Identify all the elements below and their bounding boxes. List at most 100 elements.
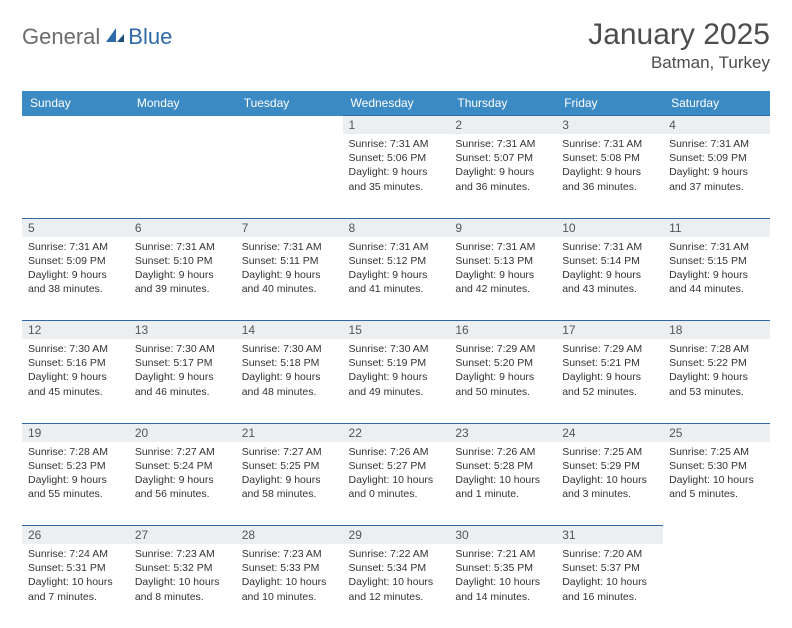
sunrise-text: Sunrise: 7:29 AM (562, 342, 657, 356)
daylight-text: Daylight: 10 hours and 14 minutes. (455, 575, 550, 603)
daylight-text: Daylight: 9 hours and 37 minutes. (669, 165, 764, 193)
day-content: Sunrise: 7:26 AMSunset: 5:27 PMDaylight:… (343, 442, 450, 526)
daylight-text: Daylight: 9 hours and 48 minutes. (242, 370, 337, 398)
daylight-text: Daylight: 9 hours and 58 minutes. (242, 473, 337, 501)
day-content: Sunrise: 7:29 AMSunset: 5:20 PMDaylight:… (449, 339, 556, 423)
day-number: 1 (343, 116, 450, 135)
sunset-text: Sunset: 5:37 PM (562, 561, 657, 575)
daylight-text: Daylight: 9 hours and 49 minutes. (349, 370, 444, 398)
day-number-row: 19202122232425 (22, 423, 770, 442)
day-number: 14 (236, 321, 343, 340)
day-number: 24 (556, 423, 663, 442)
day-number: 11 (663, 218, 770, 237)
sunset-text: Sunset: 5:32 PM (135, 561, 230, 575)
day-content: Sunrise: 7:22 AMSunset: 5:34 PMDaylight:… (343, 544, 450, 628)
logo: General Blue (22, 24, 172, 50)
weekday-header-row: Sunday Monday Tuesday Wednesday Thursday… (22, 91, 770, 116)
daylight-text: Daylight: 9 hours and 43 minutes. (562, 268, 657, 296)
sail-icon (104, 26, 126, 49)
sunset-text: Sunset: 5:06 PM (349, 151, 444, 165)
sunset-text: Sunset: 5:35 PM (455, 561, 550, 575)
sunset-text: Sunset: 5:21 PM (562, 356, 657, 370)
daylight-text: Daylight: 10 hours and 5 minutes. (669, 473, 764, 501)
sunrise-text: Sunrise: 7:31 AM (28, 240, 123, 254)
day-number-row: 1234 (22, 116, 770, 135)
daylight-text: Daylight: 9 hours and 46 minutes. (135, 370, 230, 398)
daylight-text: Daylight: 10 hours and 12 minutes. (349, 575, 444, 603)
sunrise-text: Sunrise: 7:26 AM (349, 445, 444, 459)
sunrise-text: Sunrise: 7:20 AM (562, 547, 657, 561)
sunrise-text: Sunrise: 7:31 AM (349, 137, 444, 151)
sunrise-text: Sunrise: 7:31 AM (455, 240, 550, 254)
daylight-text: Daylight: 9 hours and 36 minutes. (455, 165, 550, 193)
day-number: 25 (663, 423, 770, 442)
day-number: 27 (129, 526, 236, 545)
day-content: Sunrise: 7:30 AMSunset: 5:19 PMDaylight:… (343, 339, 450, 423)
daylight-text: Daylight: 9 hours and 53 minutes. (669, 370, 764, 398)
weekday-header: Saturday (663, 91, 770, 116)
day-number: 30 (449, 526, 556, 545)
location: Batman, Turkey (588, 53, 770, 73)
day-number: 21 (236, 423, 343, 442)
sunset-text: Sunset: 5:14 PM (562, 254, 657, 268)
day-content (663, 544, 770, 628)
day-content: Sunrise: 7:31 AMSunset: 5:07 PMDaylight:… (449, 134, 556, 218)
day-content (129, 134, 236, 218)
sunrise-text: Sunrise: 7:31 AM (349, 240, 444, 254)
day-content: Sunrise: 7:27 AMSunset: 5:24 PMDaylight:… (129, 442, 236, 526)
header: General Blue January 2025 Batman, Turkey (22, 18, 770, 73)
daylight-text: Daylight: 10 hours and 0 minutes. (349, 473, 444, 501)
sunset-text: Sunset: 5:20 PM (455, 356, 550, 370)
sunrise-text: Sunrise: 7:31 AM (135, 240, 230, 254)
day-number: 4 (663, 116, 770, 135)
day-content: Sunrise: 7:25 AMSunset: 5:30 PMDaylight:… (663, 442, 770, 526)
day-content: Sunrise: 7:30 AMSunset: 5:18 PMDaylight:… (236, 339, 343, 423)
day-number (236, 116, 343, 135)
day-content: Sunrise: 7:24 AMSunset: 5:31 PMDaylight:… (22, 544, 129, 628)
sunrise-text: Sunrise: 7:24 AM (28, 547, 123, 561)
day-content: Sunrise: 7:21 AMSunset: 5:35 PMDaylight:… (449, 544, 556, 628)
day-number: 18 (663, 321, 770, 340)
sunrise-text: Sunrise: 7:28 AM (669, 342, 764, 356)
sunrise-text: Sunrise: 7:25 AM (562, 445, 657, 459)
sunset-text: Sunset: 5:18 PM (242, 356, 337, 370)
daylight-text: Daylight: 9 hours and 50 minutes. (455, 370, 550, 398)
day-number: 5 (22, 218, 129, 237)
day-number: 9 (449, 218, 556, 237)
weekday-header: Wednesday (343, 91, 450, 116)
daylight-text: Daylight: 9 hours and 35 minutes. (349, 165, 444, 193)
sunset-text: Sunset: 5:19 PM (349, 356, 444, 370)
day-content: Sunrise: 7:23 AMSunset: 5:32 PMDaylight:… (129, 544, 236, 628)
sunset-text: Sunset: 5:25 PM (242, 459, 337, 473)
sunrise-text: Sunrise: 7:31 AM (669, 137, 764, 151)
calendar-table: Sunday Monday Tuesday Wednesday Thursday… (22, 91, 770, 628)
sunset-text: Sunset: 5:33 PM (242, 561, 337, 575)
sunset-text: Sunset: 5:22 PM (669, 356, 764, 370)
day-content: Sunrise: 7:29 AMSunset: 5:21 PMDaylight:… (556, 339, 663, 423)
day-content: Sunrise: 7:25 AMSunset: 5:29 PMDaylight:… (556, 442, 663, 526)
sunset-text: Sunset: 5:28 PM (455, 459, 550, 473)
day-content-row: Sunrise: 7:24 AMSunset: 5:31 PMDaylight:… (22, 544, 770, 628)
sunrise-text: Sunrise: 7:27 AM (242, 445, 337, 459)
day-number: 29 (343, 526, 450, 545)
sunset-text: Sunset: 5:30 PM (669, 459, 764, 473)
day-content: Sunrise: 7:31 AMSunset: 5:09 PMDaylight:… (22, 237, 129, 321)
sunset-text: Sunset: 5:27 PM (349, 459, 444, 473)
day-content: Sunrise: 7:30 AMSunset: 5:17 PMDaylight:… (129, 339, 236, 423)
daylight-text: Daylight: 9 hours and 44 minutes. (669, 268, 764, 296)
sunrise-text: Sunrise: 7:30 AM (28, 342, 123, 356)
day-content: Sunrise: 7:28 AMSunset: 5:23 PMDaylight:… (22, 442, 129, 526)
logo-text-general: General (22, 24, 100, 50)
day-number: 26 (22, 526, 129, 545)
day-number: 2 (449, 116, 556, 135)
day-content-row: Sunrise: 7:31 AMSunset: 5:09 PMDaylight:… (22, 237, 770, 321)
daylight-text: Daylight: 10 hours and 1 minute. (455, 473, 550, 501)
sunset-text: Sunset: 5:15 PM (669, 254, 764, 268)
day-number: 12 (22, 321, 129, 340)
sunset-text: Sunset: 5:17 PM (135, 356, 230, 370)
daylight-text: Daylight: 10 hours and 7 minutes. (28, 575, 123, 603)
sunset-text: Sunset: 5:13 PM (455, 254, 550, 268)
sunrise-text: Sunrise: 7:31 AM (562, 137, 657, 151)
daylight-text: Daylight: 9 hours and 40 minutes. (242, 268, 337, 296)
weekday-header: Monday (129, 91, 236, 116)
